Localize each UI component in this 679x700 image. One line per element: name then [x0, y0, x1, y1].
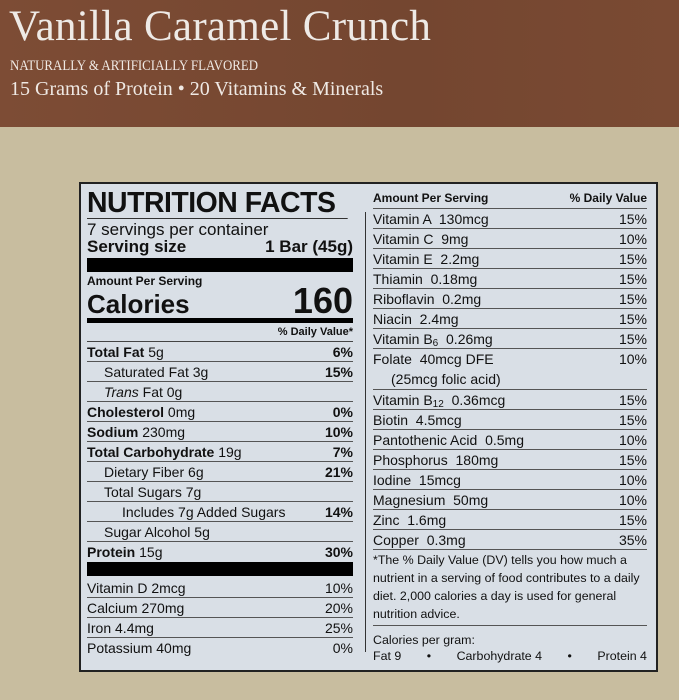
vitamins-list: Vitamin A 130mcg 15% Vitamin C 9mg 10% Vitam… — [373, 209, 647, 550]
tagline: 15 Grams of Protein • 20 Vitamins & Mine… — [10, 78, 384, 100]
vitamin-row: Vitamin E 2.2mg 15% — [373, 251, 647, 269]
amount-per-serving: Amount Per Serving — [87, 274, 203, 288]
right-column: Amount Per Serving % Daily Value Vitamin… — [373, 188, 647, 664]
vitamin-row: Vitamin B12 0.36mcg 15% — [373, 392, 647, 410]
product-title: Vanilla Caramel Crunch — [9, 3, 432, 50]
daily-value-header: % Daily Value* — [87, 323, 353, 342]
calories-label: Calories — [87, 289, 190, 319]
nutrition-facts-label: NUTRITION FACTS 7 servings per container… — [79, 182, 658, 672]
mineral-row: Calcium 270mg 20% — [87, 600, 353, 618]
nutrient-row: Protein 15g 30% — [87, 544, 353, 560]
vitamin-row: Thiamin 0.18mg 15% — [373, 271, 647, 289]
daily-value-footnote: *The % Daily Value (DV) tells you how mu… — [373, 550, 647, 626]
nutrient-row: Sugar Alcohol 5g — [87, 522, 353, 542]
nutrient-row: Dietary Fiber 6g 21% — [87, 462, 353, 482]
nutrient-row: Includes 7g Added Sugars 14% — [87, 502, 353, 522]
nutrient-row: Trans Fat 0g — [87, 382, 353, 402]
label-title: NUTRITION FACTS — [87, 188, 348, 219]
serving-size-label: Serving size — [87, 237, 187, 256]
serving-size: Serving size 1 Bar (45g) — [87, 238, 353, 256]
vitamins-header: Amount Per Serving % Daily Value — [373, 188, 647, 209]
vitamin-row: Copper 0.3mg 35% — [373, 532, 647, 550]
nutrient-row: Total Sugars 7g — [87, 482, 353, 502]
vitamin-row: Magnesium 50mg 10% — [373, 492, 647, 510]
nutrient-row: Cholesterol 0mg 0% — [87, 404, 353, 422]
mineral-row: Iron 4.4mg 25% — [87, 620, 353, 638]
flavor-note: NATURALLY & ARTIFICIALLY FLAVORED — [10, 58, 259, 74]
vitamin-row: Pantothenic Acid 0.5mg 10% — [373, 432, 647, 450]
serving-size-value: 1 Bar (45g) — [265, 237, 353, 256]
calories-per-gram: Calories per gram: Fat 9 • Carbohydrate … — [373, 633, 647, 663]
nutrient-row: Sodium 230mg 10% — [87, 424, 353, 442]
thick-divider — [87, 258, 353, 272]
calories-row: Calories 160 — [87, 283, 353, 323]
mineral-row: Potassium 40mg 0% — [87, 640, 353, 656]
vitamin-row: Vitamin B6 0.26mg 15% — [373, 331, 647, 349]
vitamin-row: Phosphorus 180mg 15% — [373, 452, 647, 470]
nutrient-row: Total Carbohydrate 19g 7% — [87, 444, 353, 462]
servings-per-container: 7 servings per container — [87, 220, 269, 239]
vitamin-row: Biotin 4.5mcg 15% — [373, 412, 647, 430]
vitamin-row: Zinc 1.6mg 15% — [373, 512, 647, 530]
vitamin-row: Niacin 2.4mg 15% — [373, 311, 647, 329]
thick-divider — [87, 562, 353, 576]
mineral-row: Vitamin D 2mcg 10% — [87, 580, 353, 598]
column-divider — [365, 212, 366, 652]
calories-value: 160 — [292, 280, 353, 321]
left-column: NUTRITION FACTS 7 servings per container… — [87, 188, 353, 657]
vitamin-row: Vitamin A 130mcg 15% — [373, 211, 647, 229]
vitamin-row: Iodine 15mcg 10% — [373, 472, 647, 490]
nutrient-row: Saturated Fat 3g 15% — [87, 362, 353, 382]
product-banner: Vanilla Caramel Crunch NATURALLY & ARTIF… — [0, 0, 679, 127]
vitamin-row: Folate 40mcg DFE 10% (25mcg folic acid) — [373, 349, 647, 390]
nutrient-row: Total Fat 5g 6% — [87, 344, 353, 362]
vitamin-row: Vitamin C 9mg 10% — [373, 231, 647, 249]
vitamin-row: Riboflavin 0.2mg 15% — [373, 291, 647, 309]
